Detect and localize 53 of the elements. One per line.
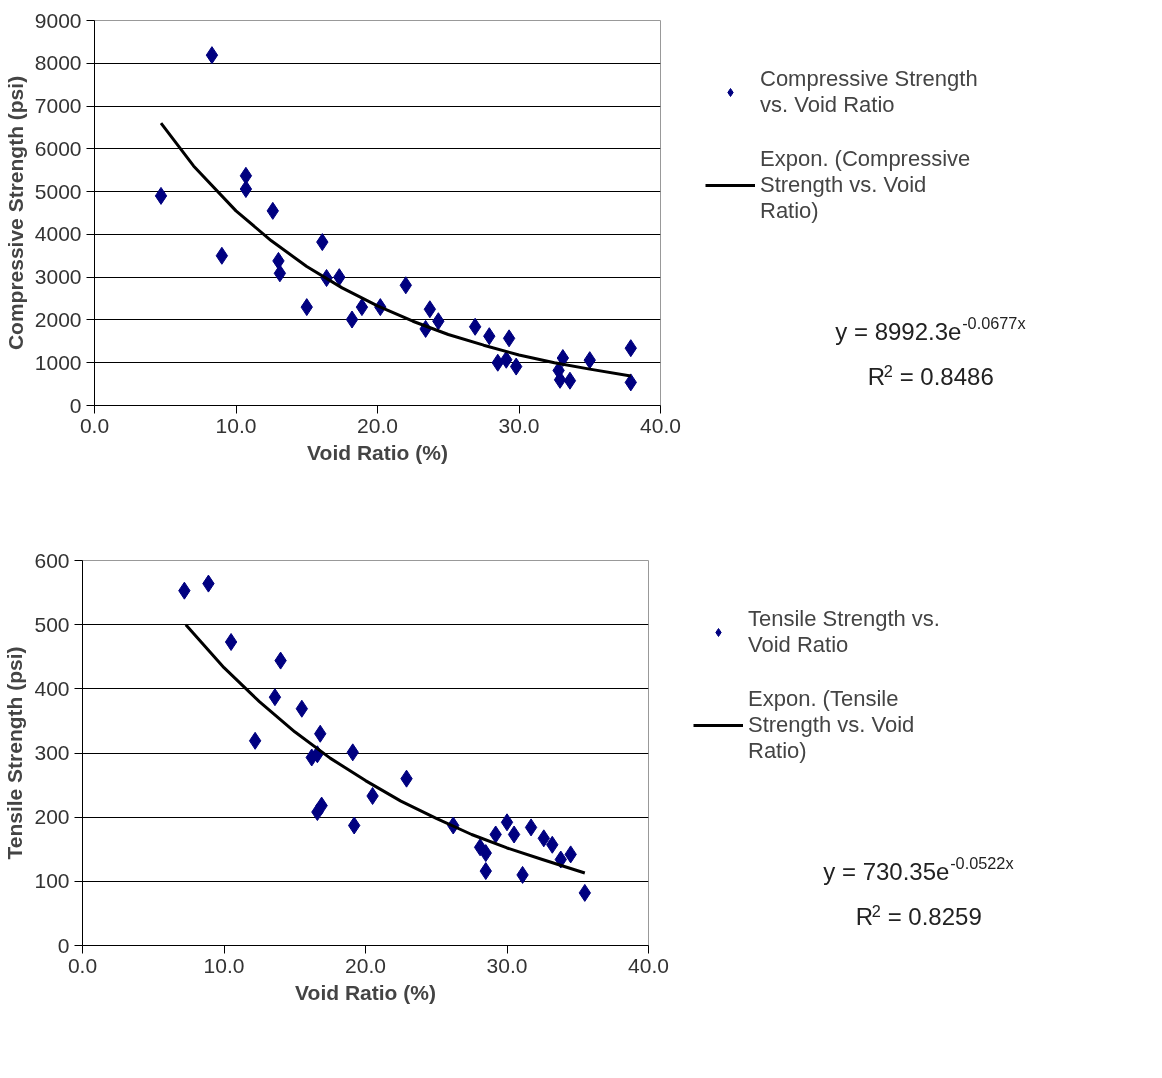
y-tick-label: 600 [34,548,70,572]
point [345,310,359,329]
point [268,688,282,707]
point [224,632,238,651]
y-axis-title: Compressive Strength (psi) [3,75,27,351]
point [500,813,514,832]
y-tick-label: 1000 [34,350,82,374]
y-tick-label: 2000 [34,307,82,331]
point [507,825,521,844]
x-tick-label: 10.0 [215,413,257,437]
x-tick-label: 20.0 [357,413,398,437]
y-tick-label: 0 [69,393,82,417]
x-axis-title: Void Ratio (%) [295,980,436,1004]
point [423,300,437,319]
point [248,731,262,750]
x-tick-label: 10.0 [203,953,245,977]
x-tick-label: 0.0 [67,953,98,977]
y-tick-label: 0 [57,933,70,957]
y-tick-label: 6000 [34,136,82,160]
y-tick-label: 200 [34,805,70,829]
y-tick-label: 5000 [34,179,82,203]
y-tick-label: 300 [34,741,70,764]
legend-label: Expon. (Tensile Strength vs. Void Ratio) [748,686,915,764]
y-tick-label: 500 [34,612,70,636]
x-tick-label: 30.0 [498,413,540,437]
point [239,166,253,185]
y-tick-label: 3000 [34,265,82,289]
point [239,180,253,199]
point [468,317,482,336]
legend-label: Expon. (Compressive Strength vs. Void Ratio) [760,146,971,224]
x-tick-label: 30.0 [486,953,528,977]
legend-label: Compressive Strength vs. Void Ratio [760,66,978,118]
y-axis-title: Tensile Strength (psi) [3,646,27,860]
point [502,329,516,348]
point [563,371,577,390]
x-tick-label: 40.0 [640,413,681,437]
point [205,46,219,65]
legend-label: Tensile Strength vs. Void Ratio [748,606,940,658]
x-tick-label: 20.0 [345,953,386,977]
point [273,264,287,283]
y-tick-label: 100 [34,869,70,893]
y-tick-label: 9000 [34,8,82,32]
y-tick-label: 7000 [34,94,82,118]
point [154,186,168,205]
point [524,818,538,837]
point [355,298,369,317]
x-axis-title: Void Ratio (%) [307,440,448,464]
y-tick-label: 400 [34,676,70,700]
y-tick-label: 8000 [34,51,82,75]
x-tick-label: 0.0 [79,413,110,437]
point [215,246,229,265]
y-tick-label: 4000 [34,222,82,246]
x-tick-label: 40.0 [628,953,669,977]
